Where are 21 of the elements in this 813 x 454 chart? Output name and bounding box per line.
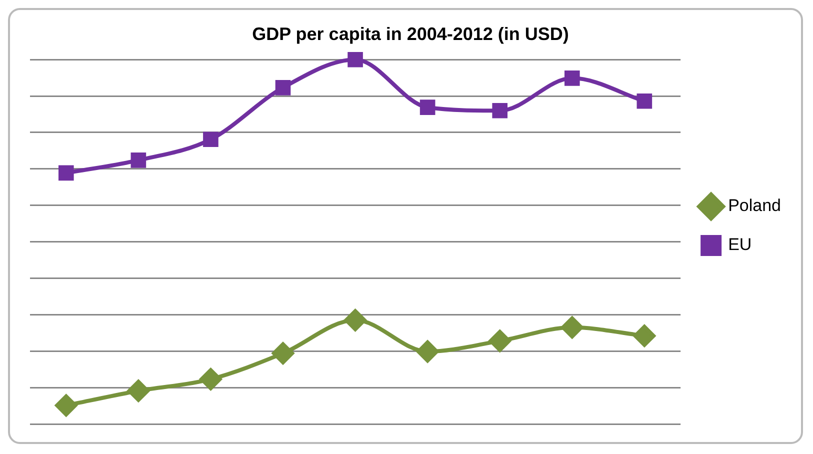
point	[55, 394, 78, 416]
point	[200, 368, 222, 390]
point	[203, 132, 218, 148]
chart-title: GDP per capita in 2004-2012 (in USD)	[252, 24, 569, 44]
legend-label: Poland	[728, 196, 782, 216]
point	[130, 152, 146, 168]
point	[275, 80, 291, 96]
point	[344, 309, 366, 332]
point	[488, 330, 511, 352]
point	[420, 100, 436, 115]
point	[58, 165, 74, 181]
point	[636, 93, 652, 109]
point	[561, 316, 584, 338]
point	[564, 70, 580, 86]
point	[272, 342, 294, 364]
legend-label: EU	[728, 235, 752, 254]
point	[127, 380, 150, 402]
point	[416, 340, 439, 362]
point	[348, 52, 363, 68]
point	[633, 324, 656, 347]
point	[492, 102, 508, 118]
